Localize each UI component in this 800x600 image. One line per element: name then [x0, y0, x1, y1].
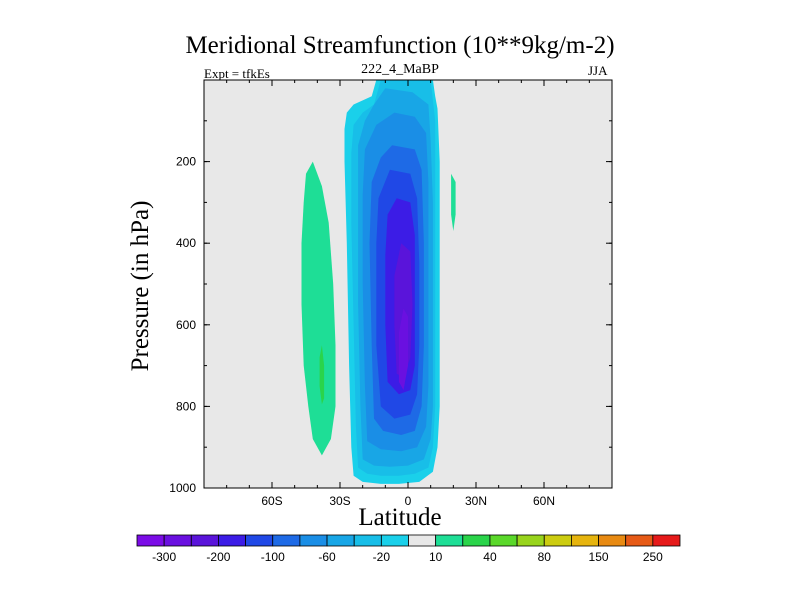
colorbar-box	[571, 534, 599, 547]
x-tick-label: 60N	[533, 494, 555, 508]
colorbar-box	[543, 534, 572, 547]
colorbar-label: -60	[318, 550, 336, 564]
colorbar-box	[408, 534, 437, 547]
contour-region-3	[446, 149, 463, 329]
x-axis-label: Latitude	[358, 504, 442, 531]
x-tick-label: 0	[405, 494, 412, 508]
colorbar-box	[516, 534, 545, 547]
season-label: JJA	[588, 63, 608, 78]
colorbar-box	[190, 534, 219, 547]
colorbar-label: 10	[429, 550, 443, 564]
colorbar-label: 150	[589, 550, 609, 564]
colorbar-box	[272, 534, 301, 547]
colorbar-box	[598, 534, 627, 547]
contour-region-5	[525, 80, 535, 431]
x-tick-label: 30S	[329, 494, 350, 508]
colorbar-box	[136, 534, 165, 547]
contour-fill-group	[233, 80, 535, 484]
colorbar-box	[163, 534, 192, 547]
colorbar-label: 250	[643, 550, 663, 564]
y-tick-label: 1000	[169, 481, 196, 495]
plot-area	[204, 80, 612, 488]
contour-region-16	[398, 308, 408, 391]
colorbar-box	[652, 534, 681, 547]
colorbar-box	[489, 534, 518, 547]
colorbar-box	[353, 534, 382, 547]
colorbar-label: 80	[538, 550, 552, 564]
colorbar-box	[326, 534, 355, 547]
y-tick-label: 200	[176, 155, 196, 169]
contour-region-4	[451, 173, 456, 231]
chart-title: Meridional Streamfunction (10**9kg/m-2)	[185, 32, 615, 59]
contour-region-1	[233, 80, 245, 101]
colorbar-box	[299, 534, 328, 547]
x-tick-label: 60S	[261, 494, 282, 508]
contour-region-6	[301, 161, 336, 456]
y-tick-label: 400	[176, 236, 196, 250]
colorbar-box	[218, 534, 246, 547]
colorbar-box	[435, 534, 464, 547]
colorbar-label: 40	[483, 550, 497, 564]
contour-region-7	[319, 345, 325, 405]
colorbar-label: -300	[152, 550, 176, 564]
x-tick-label: 30N	[465, 494, 487, 508]
contour-region-2	[249, 80, 259, 125]
run-label: 222_4_MaBP	[361, 62, 439, 77]
y-tick-label: 600	[176, 318, 196, 332]
colorbar: -300 -200 -100 -60 -20 10 40 80 150 250	[136, 534, 681, 564]
colorbar-label: -20	[373, 550, 391, 564]
y-tick-label: 800	[176, 399, 196, 413]
colorbar-box	[462, 534, 491, 547]
colorbar-box	[380, 534, 409, 547]
colorbar-label: -100	[261, 550, 285, 564]
axes: 60S 30S 0 30N 60N 200 400 600 800 1000	[169, 79, 613, 508]
colorbar-box	[245, 534, 274, 547]
colorbar-label: -200	[206, 550, 230, 564]
experiment-label: Expt = tfkEs	[204, 66, 270, 81]
colorbar-box	[625, 534, 654, 547]
